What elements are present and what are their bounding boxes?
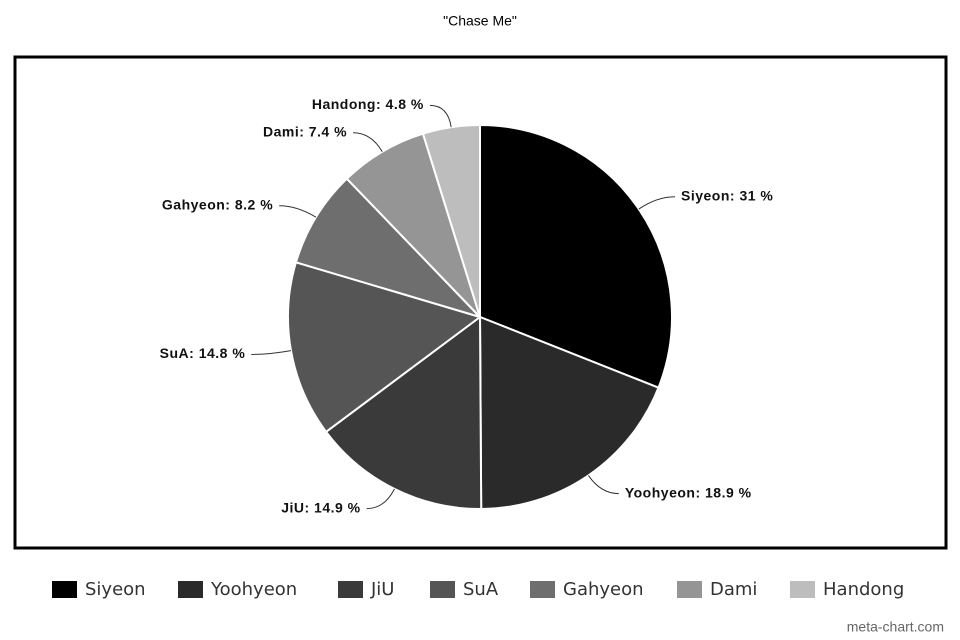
watermark: meta-chart.com [847,619,944,635]
data-label: Siyeon: 31 % [681,187,773,203]
pie-slice [478,315,660,511]
data-label: SuA: 14.8 % [160,345,246,361]
data-label: JiU: 14.9 % [281,499,360,515]
chart-title: "Chase Me" [443,13,517,29]
pie-slice [294,177,484,320]
legend-swatch [677,581,702,598]
legend-swatch [430,581,455,598]
legend-swatch [790,581,815,598]
legend-label: Dami [710,579,757,600]
legend-label: Handong [823,579,904,600]
legend-label: Siyeon [85,579,146,600]
leader-line [279,205,317,218]
leader-line [638,196,675,210]
data-label: Yoohyeon: 18.9 % [625,484,752,500]
data-label: Dami: 7.4 % [263,124,347,140]
leader-line [429,104,452,128]
legend-label: SuA [463,579,499,600]
legend-label: Yoohyeon [210,579,297,600]
legend-swatch [338,581,363,598]
leader-line [251,350,292,355]
legend-label: JiU [370,579,394,600]
legend-swatch [178,581,203,598]
leader-line [588,475,619,495]
data-label: Handong: 4.8 % [312,96,424,112]
data-label: Gahyeon: 8.2 % [162,196,273,212]
leader-line [366,488,395,510]
legend-swatch [52,581,77,598]
pie-slice [479,123,673,389]
leader-line [353,132,383,152]
legend-label: Gahyeon [563,579,644,600]
legend-swatch [530,581,555,598]
